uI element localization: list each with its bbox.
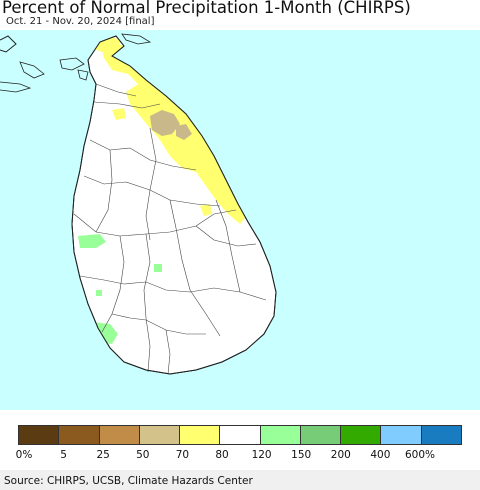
legend-tick-label: 5 [60, 449, 67, 461]
map-title: Percent of Normal Precipitation 1-Month … [2, 0, 411, 17]
legend-tick-label: 400 [370, 449, 391, 461]
islet-5 [121, 33, 152, 45]
map-area [0, 30, 480, 410]
district-borders [73, 83, 267, 375]
islet-3 [59, 57, 85, 71]
wet-patch-west [78, 234, 106, 248]
india-coast [0, 35, 17, 53]
legend-swatch [260, 426, 301, 444]
legend-tick-label: 0% [15, 449, 33, 461]
dry-patch-east-coast [200, 204, 212, 216]
very-dry-patch-2 [176, 124, 192, 140]
legend-swatch [139, 426, 181, 444]
footer-bar [0, 470, 480, 490]
legend-tick-label: 80 [215, 449, 229, 461]
legend-color-bar [18, 425, 462, 445]
legend-tick-label: 600% [404, 449, 436, 461]
legend-swatch [341, 426, 382, 444]
islet-4 [77, 69, 89, 81]
legend-swatch [180, 426, 221, 444]
legend-tick-label: 50 [136, 449, 150, 461]
map-subtitle: Oct. 21 - Nov. 20, 2024 [final] [6, 16, 155, 27]
legend-swatch [59, 426, 100, 444]
legend-swatch [300, 426, 342, 444]
source-credit: Source: CHIRPS, UCSB, Climate Hazards Ce… [4, 475, 253, 487]
legend-tick-label: 150 [291, 449, 312, 461]
wet-patch-small [96, 290, 102, 296]
legend-swatch [220, 426, 261, 444]
legend-tick-label: 200 [330, 449, 351, 461]
map-svg [0, 33, 277, 375]
legend-swatch [381, 426, 422, 444]
dry-patch-west [112, 108, 126, 120]
legend-swatch [99, 426, 140, 444]
legend-tick-label: 70 [175, 449, 190, 461]
legend-swatch [19, 426, 60, 444]
islet-1 [19, 61, 45, 79]
legend-tick-label: 25 [96, 449, 110, 461]
legend-swatch [421, 426, 461, 444]
very-dry-patch [150, 110, 180, 136]
coastline [71, 35, 277, 375]
islet-2 [0, 81, 32, 93]
legend-tick-label: 120 [251, 449, 272, 461]
wet-patch-center [154, 264, 162, 272]
